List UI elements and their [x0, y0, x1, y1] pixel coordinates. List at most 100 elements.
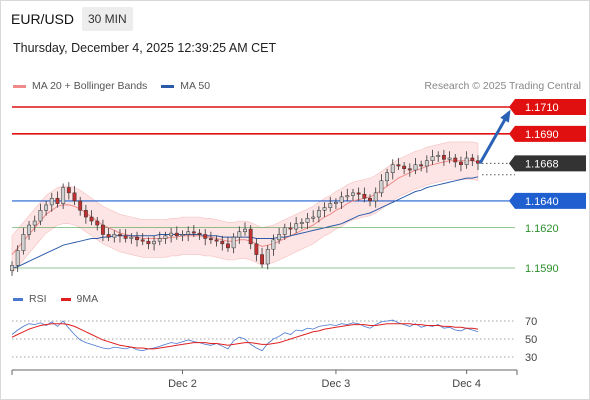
- candle-bull: [379, 180, 384, 194]
- candle-bear: [441, 155, 446, 160]
- candle-bear: [407, 168, 412, 171]
- level-tag-1.1710: [509, 99, 586, 115]
- candle-bull: [305, 218, 310, 223]
- legend-item-ma20: MA 20 + Bollinger Bands: [13, 80, 147, 92]
- rsi-line: [11, 319, 479, 352]
- candle-bull: [237, 231, 242, 238]
- candle-bear: [83, 210, 88, 218]
- candle-bull: [424, 160, 429, 167]
- candle-bear: [470, 157, 475, 161]
- candle-bull: [413, 164, 418, 171]
- candle-bull: [294, 223, 299, 230]
- candle-bear: [174, 232, 179, 237]
- candle-bear: [197, 232, 202, 235]
- candle-bear: [288, 227, 293, 230]
- candle-bull: [180, 234, 185, 237]
- legend-label-rsi: RSI: [29, 293, 47, 305]
- candle-bear: [146, 240, 151, 245]
- legend-item-ma50: MA 50: [161, 80, 210, 92]
- candle-bear: [72, 192, 77, 202]
- candle-bull: [345, 195, 350, 198]
- candle-bull: [61, 187, 66, 204]
- level-label-1.1640: 1.1640: [525, 196, 559, 208]
- level-tag-1.1668: [509, 155, 586, 172]
- candle-bull: [316, 210, 321, 218]
- symbol-title: EUR/USD: [11, 11, 75, 27]
- candle-bear: [356, 192, 361, 195]
- candle-bear: [260, 254, 264, 265]
- timeframe-button[interactable]: 30 MIN: [82, 7, 133, 31]
- candle-bear: [118, 234, 122, 237]
- candle-bull: [436, 155, 441, 157]
- legend-label-9ma: 9MA: [76, 293, 99, 305]
- osc-tick-label-30: 30: [525, 352, 537, 364]
- candle-bear: [362, 193, 367, 199]
- candle-bear: [459, 161, 463, 165]
- candle-bull: [32, 220, 37, 226]
- candle-bull: [385, 172, 390, 182]
- candle-bull: [186, 231, 191, 235]
- candle-bear: [66, 187, 71, 194]
- ma50-line: [11, 176, 479, 269]
- legend-swatch-9ma: [60, 297, 71, 301]
- candle-bull: [299, 222, 304, 224]
- candle-bear: [95, 220, 100, 226]
- candle-bull: [328, 203, 333, 208]
- legend-swatch-ma20: [13, 84, 26, 88]
- candle-bear: [55, 197, 60, 204]
- candle-bull: [169, 232, 174, 237]
- candle-bull: [430, 156, 435, 161]
- osc-tick-label-70: 70: [525, 316, 537, 328]
- candle-bear: [89, 216, 94, 222]
- indicator-legend: RSI 9MA: [13, 293, 112, 305]
- candle-bear: [402, 165, 407, 169]
- candle-bear: [419, 164, 424, 167]
- level-tag-1.1690: [509, 125, 586, 142]
- candle-bull: [10, 265, 14, 271]
- timestamp-label: Thursday, December 4, 2025 12:39:25 AM C…: [13, 41, 277, 55]
- candle-bull: [339, 196, 344, 203]
- candle-bull: [390, 164, 395, 173]
- candle-bull: [464, 157, 469, 165]
- osc-tick-label-50: 50: [525, 334, 537, 346]
- candle-bull: [38, 210, 43, 222]
- bollinger-band-area: [11, 141, 479, 275]
- legend-label-ma50: MA 50: [180, 80, 211, 92]
- level-label-1.1710: 1.1710: [525, 102, 559, 114]
- candle-bull: [15, 250, 20, 266]
- ma20-line: [11, 160, 479, 255]
- candle-bear: [123, 235, 128, 239]
- legend-label-ma20: MA 20 + Bollinger Bands: [32, 80, 148, 92]
- level-label-1.1690: 1.1690: [525, 129, 559, 141]
- candle-bull: [243, 228, 247, 233]
- candle-bull: [129, 236, 134, 239]
- candle-bull: [447, 157, 452, 160]
- candle-bull: [21, 234, 26, 251]
- candle-bull: [157, 238, 162, 242]
- candle-bull: [351, 192, 355, 196]
- candle-bull: [231, 236, 236, 249]
- candle-bull: [333, 202, 338, 204]
- legend-item-9ma: 9MA: [60, 293, 99, 305]
- x-axis-label-dec-2: Dec 2: [168, 378, 197, 390]
- candle-bear: [203, 234, 208, 239]
- level-label-1.1620: 1.1620: [525, 223, 559, 235]
- x-axis-label-dec-3: Dec 3: [322, 378, 351, 390]
- x-axis-label-dec-4: Dec 4: [452, 378, 481, 390]
- candle-bull: [265, 248, 270, 265]
- candle-bull: [163, 235, 168, 239]
- candle-bull: [152, 240, 157, 245]
- candle-bear: [78, 200, 83, 211]
- candle-bull: [112, 234, 117, 238]
- candle-bull: [49, 197, 54, 206]
- candle-bear: [208, 238, 213, 241]
- candle-bear: [135, 236, 139, 241]
- candle-bull: [322, 207, 327, 211]
- level-tag-1.1640: [509, 192, 586, 209]
- candle-bull: [44, 204, 49, 211]
- candle-bear: [453, 157, 458, 163]
- forecast-arrow-shaft: [478, 111, 511, 165]
- candle-bull: [311, 216, 316, 219]
